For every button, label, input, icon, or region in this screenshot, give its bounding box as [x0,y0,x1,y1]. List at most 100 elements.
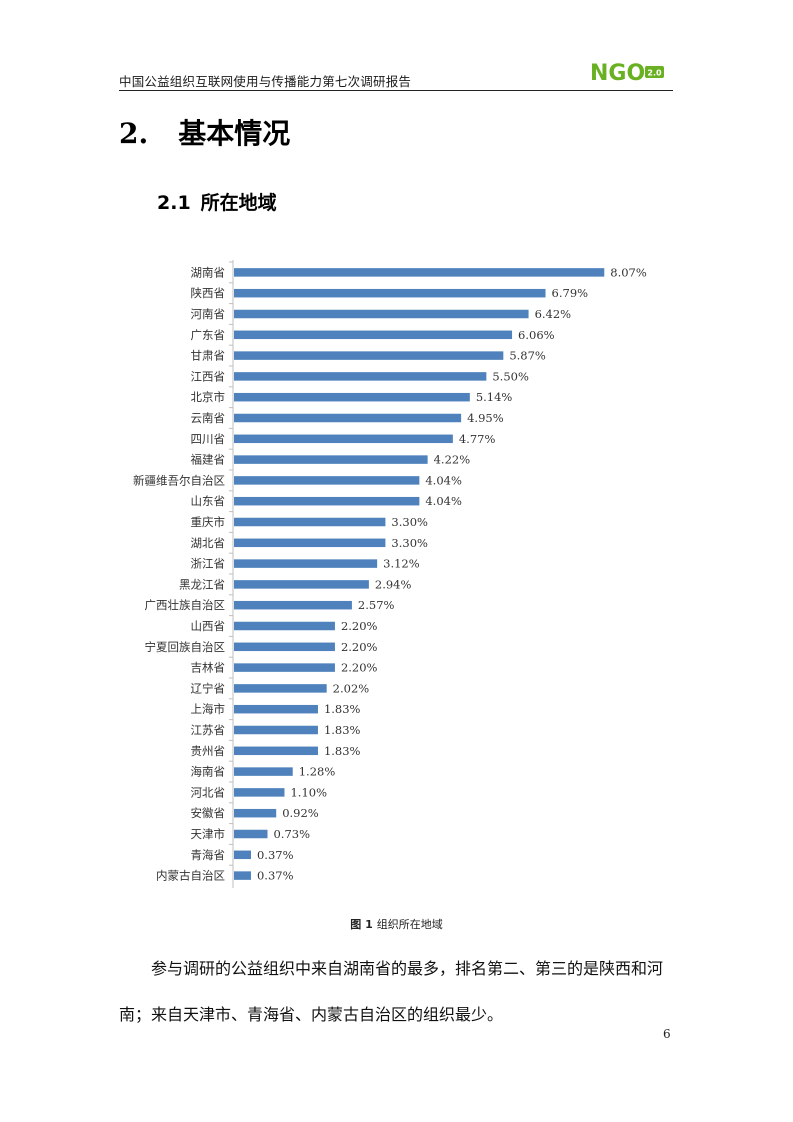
chart-category-label: 黑龙江省 [179,577,225,591]
chart-bar [234,434,453,444]
subsection-title: 所在地域 [200,192,277,214]
chart-category-label: 甘肃省 [191,349,226,363]
chart-bar [234,871,251,880]
chart-value-label: 8.07% [610,265,647,279]
chart-category-label: 辽宁省 [191,681,226,695]
chart-value-label: 4.04% [425,473,462,487]
chart-value-label: 3.30% [391,536,428,550]
chart-bar [234,330,513,340]
chart-bar [234,288,546,298]
chart-bar [234,684,327,693]
chart-category-label: 贵州省 [191,744,226,758]
section-title: 基本情况 [178,117,291,150]
chart-bar [234,767,293,776]
chart-value-label: 4.77% [459,432,496,446]
chart-bar [234,704,318,714]
chart-category-label: 安徽省 [191,806,226,820]
chart-value-label: 4.04% [425,494,462,508]
chart-category-label: 四川省 [191,432,226,446]
chart-value-label: 1.10% [290,785,327,799]
section-heading: 2. 基本情况 [119,112,290,152]
subsection-number: 2.1 [157,192,191,214]
body-paragraph: 参与调研的公益组织中来自湖南省的最多，排名第二、第三的是陕西和河南；来自天津市、… [119,959,664,1024]
chart-bar [234,808,277,818]
chart-value-label: 5.87% [509,349,546,363]
chart-category-label: 河北省 [191,785,226,799]
chart-value-label: 6.42% [535,307,572,321]
chart-value-label: 5.50% [492,369,529,383]
chart-category-label: 天津市 [191,827,226,841]
chart-bar [234,746,318,756]
chart-value-label: 5.14% [476,390,513,404]
page-number: 6 [663,1027,671,1041]
chart-value-label: 3.12% [383,557,420,571]
chart-bar [234,496,420,506]
chart-value-label: 4.95% [467,411,504,425]
chart-category-label: 重庆市 [191,515,226,529]
chart-value-label: 2.20% [341,640,378,654]
figure-number: 图 1 [350,918,373,931]
chart-value-label: 0.37% [257,869,294,883]
chart-value-label: 2.57% [358,598,395,612]
logo-wordmark: NGO [590,61,645,86]
chart-bar [234,559,378,568]
chart-value-label: 0.92% [282,806,319,820]
chart-category-label: 青海省 [191,848,226,862]
chart-category-label: 云南省 [191,411,226,425]
chart-bar [234,663,335,672]
chart-value-label: 3.30% [391,515,428,529]
chart-value-label: 4.22% [434,453,471,467]
region-bar-chart: 湖南省 8.07% 陕西省 6.79% 河南省 6.42% 广东省 6.06% 甘肃省 5.87%… [133,260,647,888]
chart-bar [234,621,335,631]
chart-bar [234,580,369,589]
chart-category-label: 湖北省 [191,536,226,550]
chart-bar [234,517,386,527]
chart-bar [234,309,529,319]
chart-bar [234,268,605,277]
chart-category-label: 北京市 [191,390,226,404]
chart-category-label: 广东省 [191,328,226,342]
chart-value-label: 6.79% [552,286,589,300]
chart-value-label: 0.73% [273,827,310,841]
chart-value-label: 1.83% [324,723,361,737]
chart-category-label: 山东省 [191,494,226,508]
chart-category-label: 海南省 [191,765,226,779]
chart-bar [234,725,318,735]
chart-category-label: 内蒙古自治区 [156,869,225,883]
chart-bar [234,476,420,485]
chart-bar [234,392,470,402]
logo-version: 2.0 [647,69,662,78]
chart-category-label: 河南省 [191,307,226,321]
chart-category-label: 江西省 [191,369,226,383]
chart-value-label: 1.28% [299,765,336,779]
chart-category-label: 湖南省 [191,265,226,279]
chart-value-label: 0.37% [257,848,294,862]
ngo-logo-graphic: NGO 2.0 [590,61,664,86]
chart-value-label: 2.20% [341,661,378,675]
chart-value-label: 1.83% [324,702,361,716]
chart-category-label: 宁夏回族自治区 [145,640,226,654]
chart-category-label: 陕西省 [191,286,226,300]
chart-bar [234,455,428,464]
chart-bar [234,600,352,610]
chart-category-label: 江苏省 [191,723,226,737]
chart-category-label: 吉林省 [191,661,226,675]
chart-value-label: 2.20% [341,619,378,633]
header-divider [119,90,673,91]
chart-category-label: 浙江省 [191,557,226,571]
ngo-logo: NGO 2.0 [590,58,670,86]
chart-value-label: 6.06% [518,328,555,342]
chart-category-label: 福建省 [191,453,226,467]
chart-bar [234,850,251,860]
chart-value-label: 2.02% [333,681,370,695]
chart-bar [234,829,268,839]
chart-bar [234,372,487,381]
chart-bar [234,788,285,797]
chart-category-label: 山西省 [191,619,226,633]
figure-caption-text: 组织所在地域 [376,918,443,931]
running-header-title: 中国公益组织互联网使用与传播能力第七次调研报告 [119,74,412,89]
chart-bar [234,413,462,423]
logo-badge [645,66,664,78]
chart-category-label: 上海市 [191,702,226,716]
chart-bar [234,351,504,360]
